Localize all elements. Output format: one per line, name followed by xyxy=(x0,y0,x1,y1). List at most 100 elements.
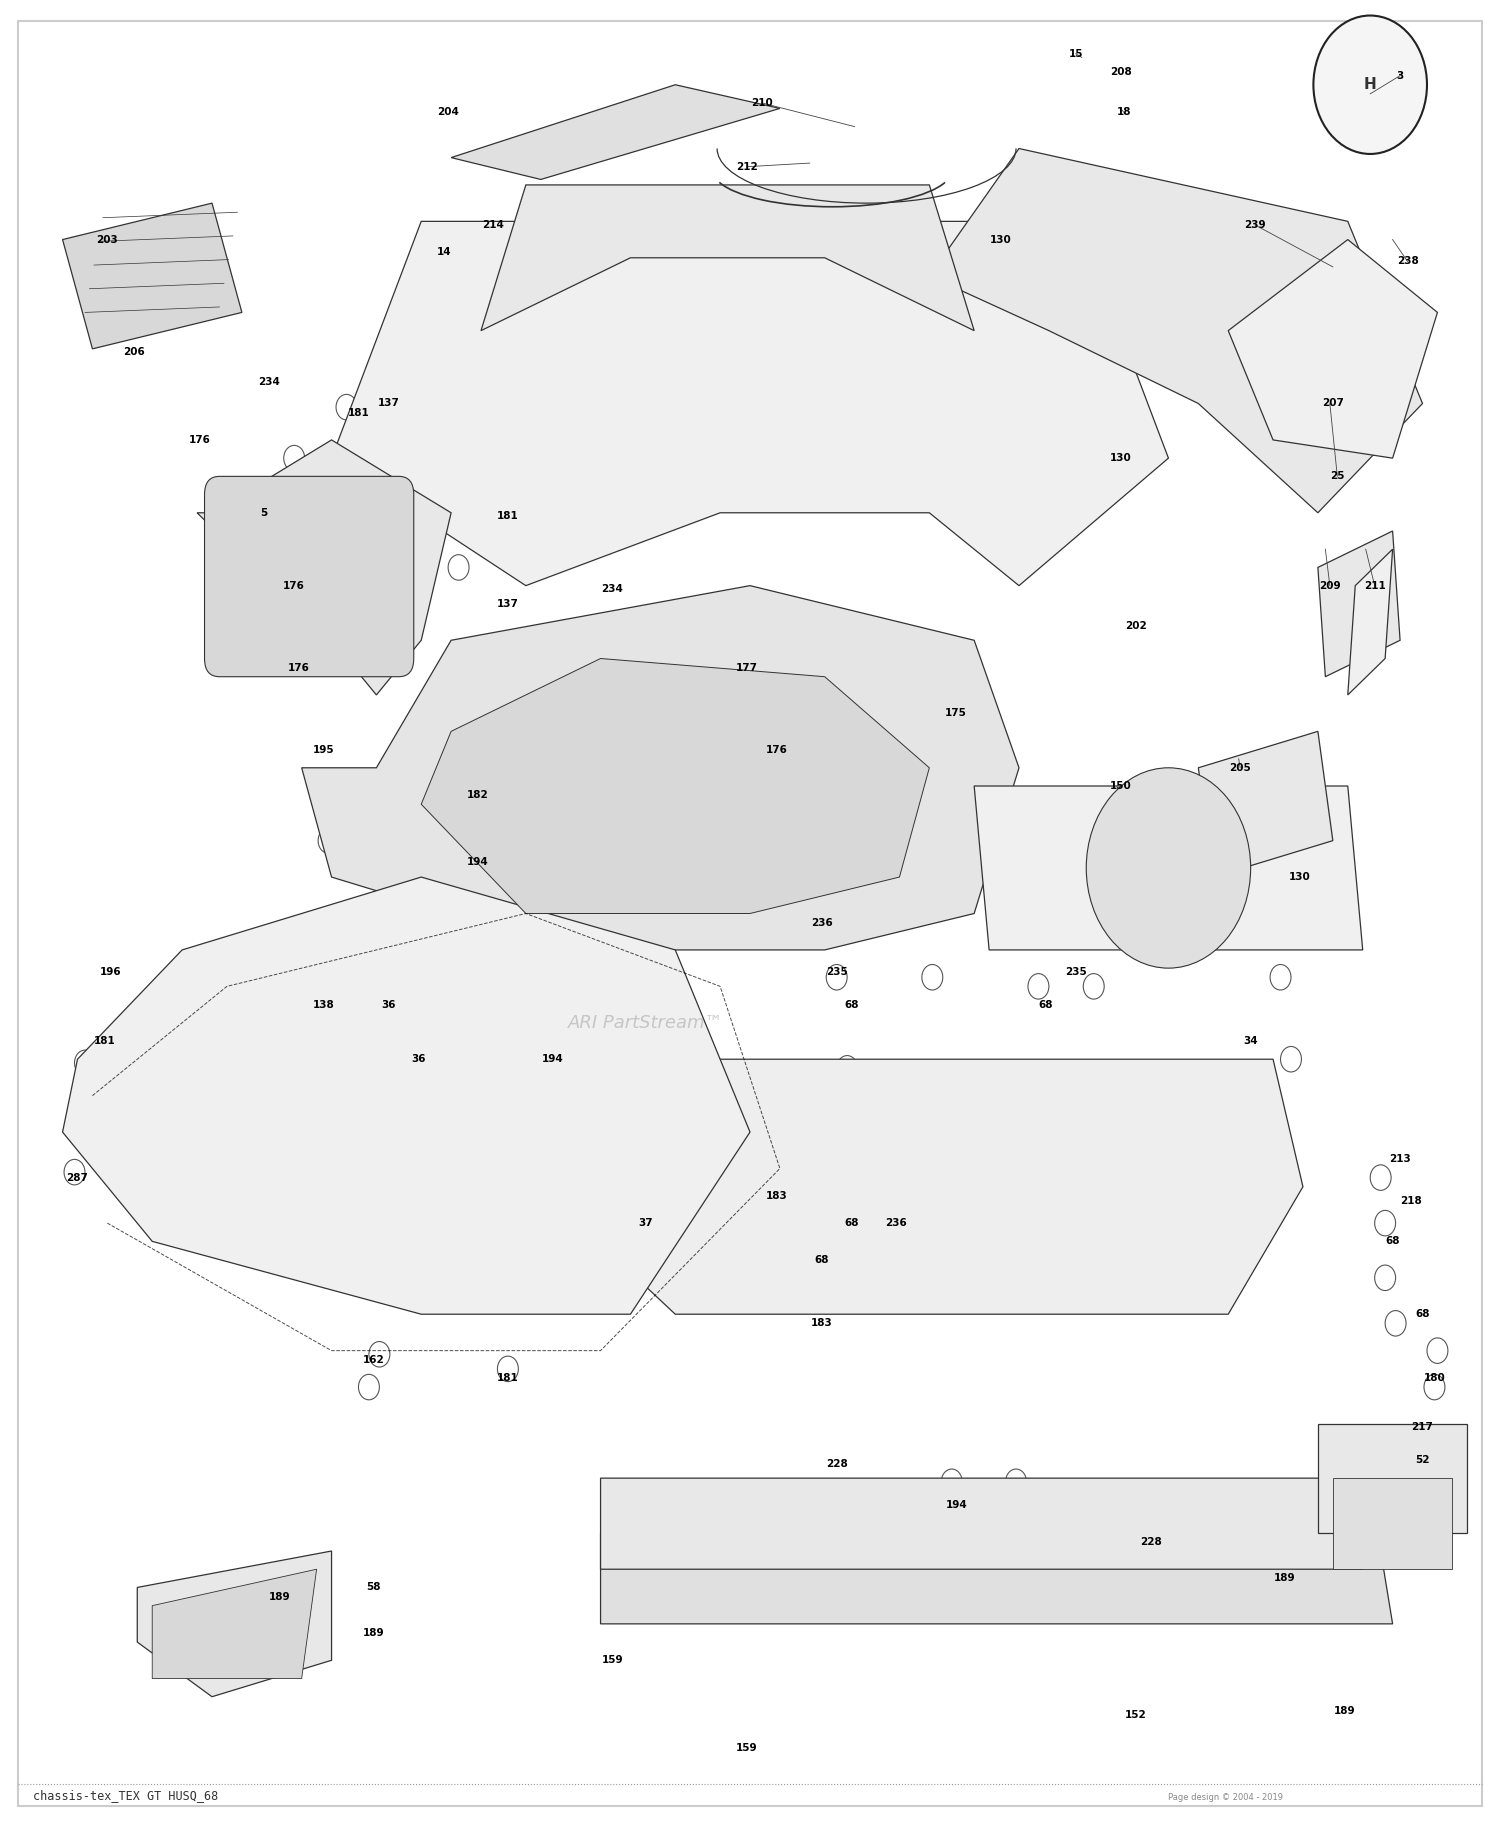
Circle shape xyxy=(213,992,234,1018)
Polygon shape xyxy=(332,221,1168,586)
Circle shape xyxy=(754,727,776,753)
Text: 287: 287 xyxy=(66,1173,88,1182)
Circle shape xyxy=(358,1374,380,1399)
Text: 189: 189 xyxy=(363,1628,384,1639)
Circle shape xyxy=(318,828,339,853)
Text: 210: 210 xyxy=(752,99,772,108)
Text: 236: 236 xyxy=(812,917,832,928)
Circle shape xyxy=(1020,345,1041,371)
Text: 68: 68 xyxy=(844,999,859,1010)
Text: 176: 176 xyxy=(288,663,309,672)
Text: 203: 203 xyxy=(96,234,118,245)
Text: 189: 189 xyxy=(1334,1706,1356,1716)
Text: 205: 205 xyxy=(1230,764,1251,773)
Circle shape xyxy=(1412,1474,1432,1500)
Polygon shape xyxy=(600,1478,1362,1569)
Text: 130: 130 xyxy=(1110,453,1131,462)
Text: 175: 175 xyxy=(945,709,968,718)
Text: 68: 68 xyxy=(1038,999,1053,1010)
Circle shape xyxy=(827,965,848,990)
Circle shape xyxy=(369,1341,390,1367)
Polygon shape xyxy=(452,84,780,179)
Polygon shape xyxy=(152,1569,316,1679)
Text: 68: 68 xyxy=(844,1219,859,1228)
Text: 177: 177 xyxy=(736,663,758,672)
FancyBboxPatch shape xyxy=(204,477,414,676)
Circle shape xyxy=(1083,974,1104,999)
Text: 228: 228 xyxy=(1140,1537,1161,1547)
Text: 236: 236 xyxy=(885,1219,908,1228)
Circle shape xyxy=(1374,1264,1395,1290)
Text: 208: 208 xyxy=(1110,68,1131,77)
Circle shape xyxy=(1370,1166,1390,1191)
Text: 183: 183 xyxy=(812,1319,832,1328)
Text: 159: 159 xyxy=(736,1743,758,1752)
Polygon shape xyxy=(63,877,750,1314)
Circle shape xyxy=(1281,1047,1302,1072)
Polygon shape xyxy=(1228,239,1437,459)
Text: 213: 213 xyxy=(1389,1155,1411,1164)
Circle shape xyxy=(448,555,470,581)
Circle shape xyxy=(840,1193,861,1217)
Polygon shape xyxy=(302,586,1018,950)
Text: 68: 68 xyxy=(1386,1237,1400,1246)
Circle shape xyxy=(574,654,596,680)
Text: 206: 206 xyxy=(123,347,146,358)
Polygon shape xyxy=(482,185,974,331)
Circle shape xyxy=(1120,263,1142,289)
Polygon shape xyxy=(196,440,452,694)
Text: 194: 194 xyxy=(945,1500,968,1511)
Text: 159: 159 xyxy=(602,1655,624,1664)
Text: 5: 5 xyxy=(261,508,268,517)
Circle shape xyxy=(1426,1438,1448,1463)
Circle shape xyxy=(298,636,320,661)
Circle shape xyxy=(847,1093,868,1118)
Text: 194: 194 xyxy=(466,857,489,868)
Text: 14: 14 xyxy=(436,247,451,258)
Circle shape xyxy=(1270,1166,1292,1191)
Text: 176: 176 xyxy=(189,435,211,446)
Text: Page design © 2004 - 2019: Page design © 2004 - 2019 xyxy=(1168,1794,1284,1803)
Text: 218: 218 xyxy=(1400,1197,1422,1206)
Text: 152: 152 xyxy=(1125,1710,1146,1719)
Circle shape xyxy=(64,1160,86,1186)
Polygon shape xyxy=(422,658,930,914)
Text: 234: 234 xyxy=(602,585,624,594)
Text: 176: 176 xyxy=(766,745,788,755)
Text: 181: 181 xyxy=(496,512,519,521)
Polygon shape xyxy=(1198,731,1334,877)
Text: 211: 211 xyxy=(1364,581,1386,590)
Polygon shape xyxy=(930,148,1422,513)
Circle shape xyxy=(1270,965,1292,990)
Text: H: H xyxy=(1364,77,1377,91)
Circle shape xyxy=(408,977,429,1003)
Text: 15: 15 xyxy=(1068,49,1083,58)
Text: 68: 68 xyxy=(1416,1310,1430,1319)
Text: 162: 162 xyxy=(363,1356,384,1365)
Text: 130: 130 xyxy=(1288,871,1311,882)
Circle shape xyxy=(1028,974,1048,999)
Text: 239: 239 xyxy=(1245,219,1266,230)
Circle shape xyxy=(501,501,522,526)
Text: 58: 58 xyxy=(366,1582,381,1593)
Polygon shape xyxy=(482,1060,1304,1314)
Text: 137: 137 xyxy=(496,599,519,608)
Text: 235: 235 xyxy=(1065,966,1086,977)
Text: 238: 238 xyxy=(1396,256,1419,267)
Polygon shape xyxy=(138,1551,332,1697)
Circle shape xyxy=(456,504,477,530)
Text: 36: 36 xyxy=(381,999,396,1010)
Text: 150: 150 xyxy=(1110,780,1131,791)
Circle shape xyxy=(1005,1469,1026,1494)
Polygon shape xyxy=(1318,532,1400,676)
FancyBboxPatch shape xyxy=(18,20,1482,1807)
Polygon shape xyxy=(600,1533,1392,1624)
Circle shape xyxy=(404,1025,424,1051)
Circle shape xyxy=(284,446,304,471)
Circle shape xyxy=(1240,318,1262,343)
Circle shape xyxy=(996,296,1017,322)
Circle shape xyxy=(1374,1211,1395,1235)
Text: 25: 25 xyxy=(1330,471,1344,481)
Circle shape xyxy=(75,1051,96,1076)
Polygon shape xyxy=(974,786,1362,950)
